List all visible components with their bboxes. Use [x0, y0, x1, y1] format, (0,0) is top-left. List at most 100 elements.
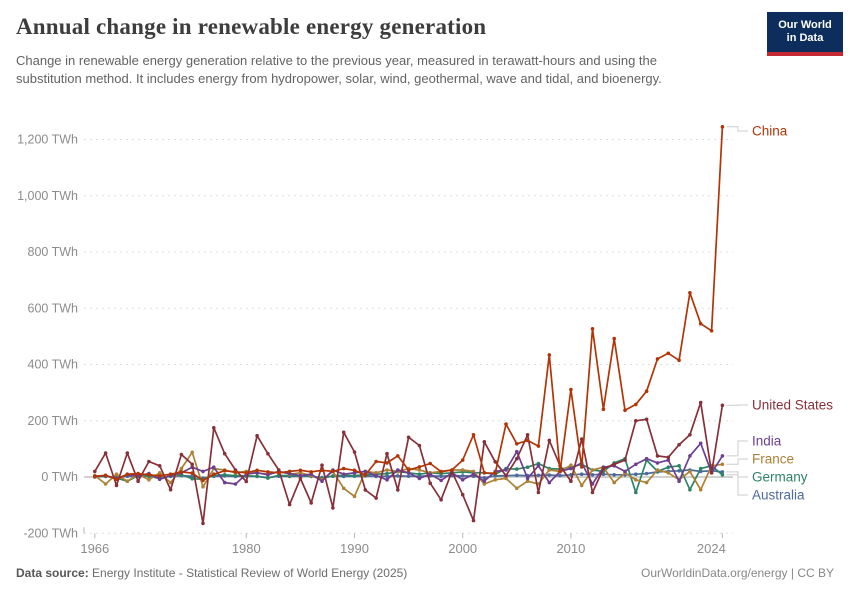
data-point[interactable]: [201, 521, 205, 526]
data-point[interactable]: [536, 473, 541, 478]
data-point[interactable]: [677, 469, 681, 473]
data-point[interactable]: [417, 443, 422, 448]
data-point[interactable]: [677, 442, 681, 447]
data-point[interactable]: [515, 486, 519, 491]
data-point[interactable]: [298, 468, 303, 473]
data-point[interactable]: [612, 480, 616, 485]
data-point[interactable]: [352, 473, 357, 478]
data-point[interactable]: [287, 469, 292, 474]
data-point[interactable]: [222, 451, 227, 456]
data-point[interactable]: [666, 351, 671, 356]
data-point[interactable]: [201, 478, 205, 483]
data-point[interactable]: [623, 408, 627, 413]
data-point[interactable]: [244, 471, 249, 475]
data-point[interactable]: [666, 455, 671, 460]
data-point[interactable]: [644, 471, 649, 476]
data-point[interactable]: [688, 454, 692, 458]
data-point[interactable]: [590, 468, 595, 472]
data-point[interactable]: [222, 469, 227, 473]
data-point[interactable]: [547, 438, 552, 443]
data-point[interactable]: [525, 438, 530, 443]
data-point[interactable]: [634, 472, 638, 477]
data-point[interactable]: [179, 470, 184, 474]
data-point[interactable]: [525, 476, 530, 481]
entity-label-australia[interactable]: Australia: [752, 488, 805, 503]
data-point[interactable]: [157, 471, 162, 475]
data-point[interactable]: [698, 400, 703, 405]
data-point[interactable]: [493, 460, 498, 464]
data-point[interactable]: [623, 469, 627, 474]
data-point[interactable]: [417, 472, 422, 477]
data-point[interactable]: [244, 479, 249, 484]
data-point[interactable]: [103, 451, 108, 455]
data-point[interactable]: [482, 471, 487, 475]
data-point[interactable]: [341, 466, 346, 471]
data-point[interactable]: [190, 476, 194, 481]
data-point[interactable]: [396, 454, 400, 458]
data-point[interactable]: [698, 441, 703, 446]
data-point[interactable]: [212, 472, 216, 477]
data-point[interactable]: [601, 472, 606, 477]
data-point[interactable]: [515, 456, 519, 461]
data-point[interactable]: [266, 470, 270, 474]
license-link[interactable]: OurWorldinData.org/energy | CC BY: [641, 566, 834, 580]
data-point[interactable]: [428, 461, 433, 466]
data-point[interactable]: [698, 321, 703, 326]
data-point[interactable]: [406, 474, 411, 479]
data-point[interactable]: [93, 469, 97, 474]
data-point[interactable]: [309, 501, 314, 505]
data-point[interactable]: [222, 480, 227, 485]
data-point[interactable]: [331, 506, 335, 510]
data-point[interactable]: [482, 440, 487, 444]
data-point[interactable]: [644, 480, 649, 485]
data-point[interactable]: [471, 433, 476, 437]
data-point[interactable]: [547, 353, 552, 357]
data-point[interactable]: [428, 481, 433, 486]
data-point[interactable]: [515, 449, 519, 454]
data-point[interactable]: [179, 466, 184, 471]
data-point[interactable]: [201, 485, 205, 489]
data-point[interactable]: [287, 502, 292, 507]
data-point[interactable]: [460, 458, 465, 462]
data-point[interactable]: [709, 329, 714, 333]
data-point[interactable]: [396, 474, 400, 478]
data-point[interactable]: [666, 471, 671, 475]
entity-label-china[interactable]: China: [752, 124, 788, 139]
data-point[interactable]: [385, 471, 389, 476]
data-point[interactable]: [157, 464, 162, 468]
data-point[interactable]: [255, 474, 259, 479]
data-point[interactable]: [482, 479, 487, 484]
data-point[interactable]: [688, 469, 692, 474]
data-point[interactable]: [655, 461, 660, 465]
data-point[interactable]: [634, 462, 638, 467]
data-point[interactable]: [688, 291, 692, 295]
data-point[interactable]: [352, 468, 357, 473]
data-point[interactable]: [482, 482, 487, 486]
data-point[interactable]: [363, 473, 368, 477]
entity-label-france[interactable]: France: [752, 452, 794, 467]
data-point[interactable]: [352, 471, 357, 475]
data-point[interactable]: [352, 494, 357, 499]
data-point[interactable]: [212, 465, 216, 470]
data-point[interactable]: [569, 463, 573, 468]
data-point[interactable]: [222, 473, 227, 477]
data-point[interactable]: [168, 480, 173, 485]
data-point[interactable]: [504, 422, 508, 426]
data-point[interactable]: [634, 478, 638, 482]
data-point[interactable]: [363, 469, 368, 474]
data-point[interactable]: [471, 518, 476, 523]
data-point[interactable]: [428, 472, 433, 477]
data-point[interactable]: [190, 450, 194, 455]
data-point[interactable]: [233, 482, 238, 486]
data-point[interactable]: [331, 474, 335, 478]
data-point[interactable]: [504, 473, 508, 478]
data-point[interactable]: [601, 466, 606, 471]
entity-label-united-states[interactable]: United States: [752, 398, 833, 413]
data-point[interactable]: [525, 433, 530, 437]
data-point[interactable]: [136, 479, 140, 484]
data-point[interactable]: [439, 474, 443, 479]
data-point[interactable]: [298, 476, 303, 481]
data-point[interactable]: [363, 488, 368, 492]
data-point[interactable]: [277, 471, 281, 475]
